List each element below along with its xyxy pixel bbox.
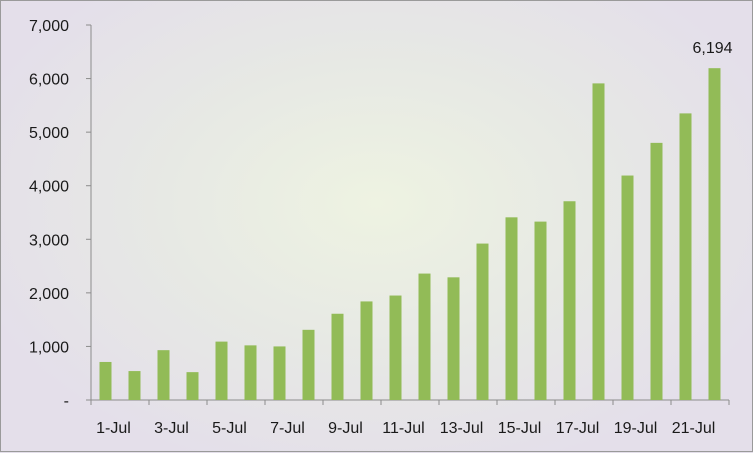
y-axis: - 1,000 2,000 3,000 4,000 5,000 6,000 7,000 <box>29 18 92 410</box>
bar-21-Jul <box>679 113 692 401</box>
bar-4-Jul <box>186 372 199 400</box>
bar-7-Jul <box>273 346 286 400</box>
x-axis: 1-Jul 3-Jul 5-Jul 7-Jul 9-Jul 11-Jul 13-Jul 15-… <box>90 399 730 437</box>
data-label-22-Jul: 6,194 <box>692 40 732 57</box>
x-tick-label: 3-Jul <box>154 420 189 437</box>
bar-14-Jul <box>476 243 489 400</box>
bar-11-Jul <box>389 295 402 400</box>
y-tick-label: 6,000 <box>29 72 69 89</box>
y-tick-label: 7,000 <box>29 18 69 35</box>
x-tick-label: 13-Jul <box>440 420 484 437</box>
bar-9-Jul <box>331 313 344 400</box>
bar-16-Jul <box>534 221 547 400</box>
bar-series <box>99 68 721 401</box>
y-tick-label: 5,000 <box>29 125 69 142</box>
x-tick-label: 5-Jul <box>212 420 247 437</box>
x-tick-label: 17-Jul <box>556 420 600 437</box>
bar-2-Jul <box>128 371 141 400</box>
x-tick-label: 1-Jul <box>96 420 131 437</box>
x-tick-label: 19-Jul <box>614 420 658 437</box>
bar-3-Jul <box>157 350 170 400</box>
bar-17-Jul <box>563 201 576 400</box>
bar-12-Jul <box>418 273 431 400</box>
bar-15-Jul <box>505 217 518 400</box>
x-tick-label: 7-Jul <box>270 420 305 437</box>
bar-5-Jul <box>215 341 228 400</box>
y-tick-label: 1,000 <box>29 339 69 356</box>
y-tick-label: 2,000 <box>29 286 69 303</box>
bar-10-Jul <box>360 301 373 400</box>
bar-19-Jul <box>621 175 634 400</box>
bar-22-Jul <box>708 68 721 400</box>
bar-20-Jul <box>650 142 663 400</box>
x-tick-label: 15-Jul <box>498 420 542 437</box>
bar-18-Jul <box>592 83 605 401</box>
x-tick-label: 11-Jul <box>382 420 424 437</box>
y-tick-label: 3,000 <box>29 232 69 249</box>
bar-13-Jul <box>447 277 460 400</box>
x-tick-label: 21-Jul <box>672 420 716 437</box>
data-labels: 6,194 <box>692 40 732 57</box>
bar-8-Jul <box>302 329 315 400</box>
y-tick-label: 4,000 <box>29 179 69 196</box>
x-tick-label: 9-Jul <box>328 420 363 437</box>
bar-6-Jul <box>244 345 257 400</box>
bar-1-Jul <box>99 361 112 400</box>
y-tick-label: - <box>64 393 69 410</box>
